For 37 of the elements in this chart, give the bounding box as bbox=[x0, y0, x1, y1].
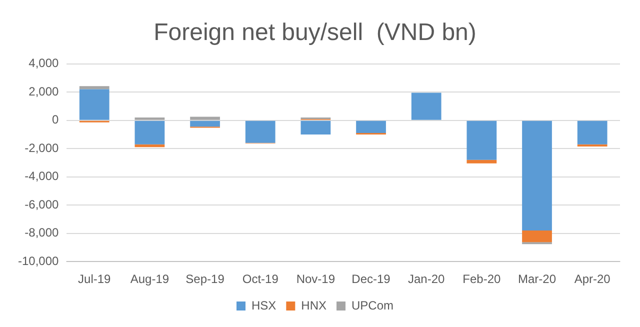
y-tick-label: 4,000 bbox=[28, 56, 60, 70]
x-tick-label: Jul-19 bbox=[78, 272, 112, 286]
bar bbox=[466, 120, 497, 160]
x-tick-label: Nov-19 bbox=[296, 272, 336, 286]
x-tick-label: Sep-19 bbox=[186, 272, 225, 286]
y-tick-label: 0 bbox=[52, 112, 60, 127]
bar bbox=[522, 120, 552, 231]
y-tick-label: -10,000 bbox=[18, 254, 60, 268]
bar bbox=[79, 86, 110, 90]
legend-label: HSX bbox=[251, 298, 276, 312]
x-tick-label: Dec-19 bbox=[352, 272, 391, 286]
y-tick-label: -2,000 bbox=[24, 140, 60, 155]
x-tick-label: Mar-20 bbox=[518, 272, 556, 286]
bar bbox=[190, 120, 220, 127]
chart-title: Foreign net buy/sell (VND bn) bbox=[154, 19, 476, 46]
legend-label: HNX bbox=[301, 298, 327, 312]
bar bbox=[577, 120, 608, 144]
legend-label: UPCom bbox=[352, 298, 394, 312]
y-tick-label: -4,000 bbox=[24, 169, 60, 184]
y-tick-label: -8,000 bbox=[24, 226, 60, 240]
x-tick-label: Aug-19 bbox=[130, 272, 170, 286]
x-tick-label: Apr-20 bbox=[574, 272, 611, 286]
bar bbox=[466, 160, 497, 164]
bar bbox=[356, 120, 386, 134]
bar bbox=[300, 120, 331, 134]
y-tick-label: 2,000 bbox=[28, 84, 60, 98]
bar bbox=[245, 120, 276, 143]
bar bbox=[522, 230, 552, 242]
bar bbox=[79, 89, 110, 120]
bar bbox=[134, 120, 165, 144]
x-tick-label: Feb-20 bbox=[462, 272, 502, 286]
x-tick-label: Oct-19 bbox=[242, 272, 279, 286]
y-tick-label: -6,000 bbox=[24, 197, 60, 212]
bar bbox=[190, 116, 220, 120]
x-tick-label: Jan-20 bbox=[408, 272, 446, 286]
bar bbox=[411, 92, 442, 120]
bar bbox=[134, 117, 165, 120]
